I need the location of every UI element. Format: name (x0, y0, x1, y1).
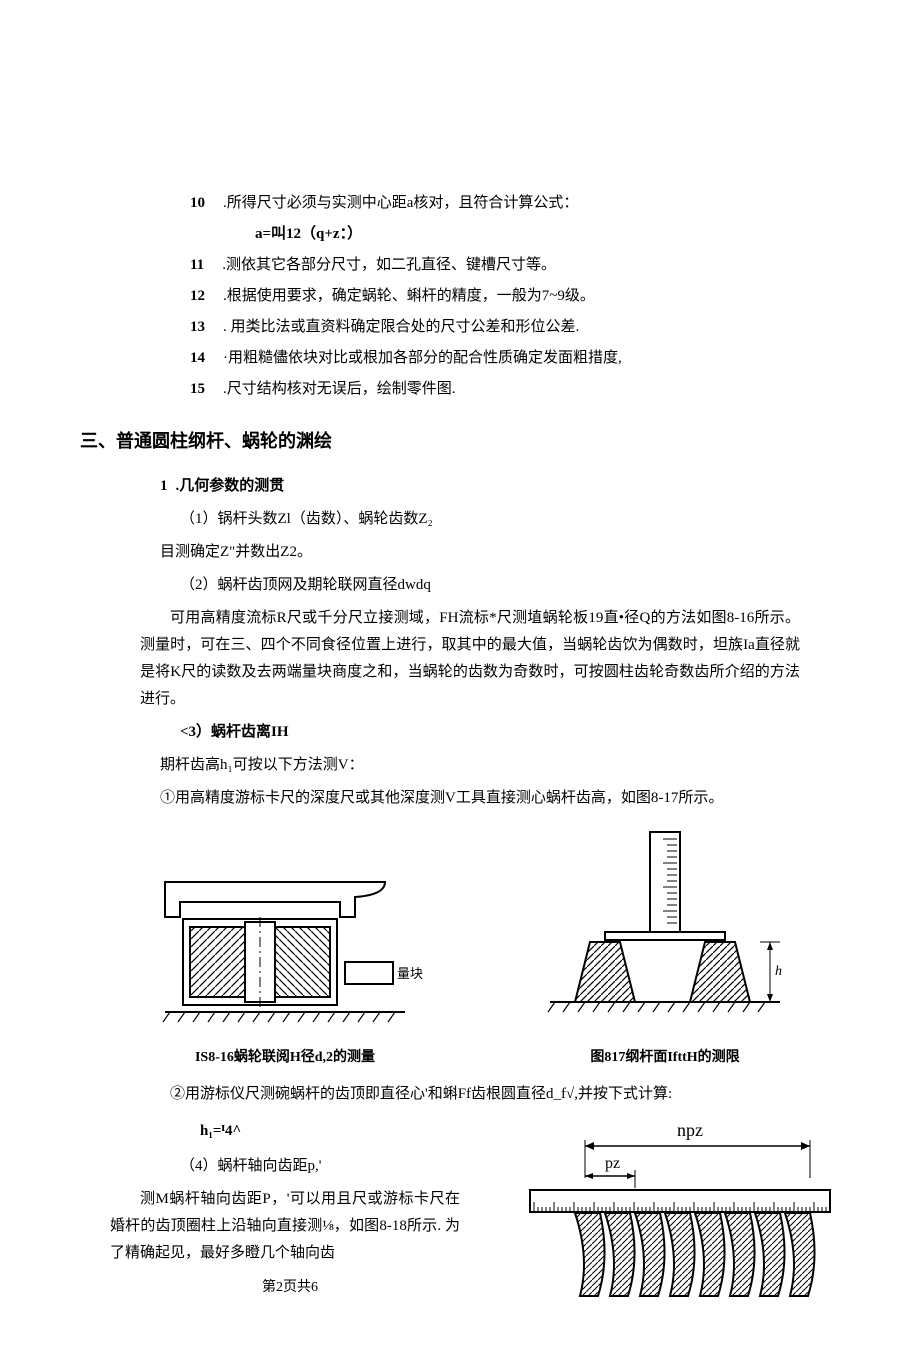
fig-8-17-svg: h (545, 827, 785, 1027)
formula-a: a=叫12（q+z：） (255, 221, 840, 248)
item-text: .所得尺寸必须与实测中心距a核对，且符合计算公式： (223, 195, 578, 211)
gauge-block-label: 量块 (397, 966, 423, 981)
list-item-13: 13 . 用类比法或直资料确定限合处的尺寸公差和形位公差. (190, 314, 840, 341)
fig-8-17-caption: 图817纲杆面IfttH的测限 (545, 1045, 785, 1070)
bottom-section: h₁=ᴵ4^ （4）蜗杆轴向齿距p,' 测M蜗杆轴向齿距P，'可以用且尺或游标卡… (80, 1118, 840, 1308)
list-item-15: 15 .尺寸结构核对无误后，绘制零件图. (190, 376, 840, 403)
list-item-10: 10 .所得尺寸必须与实测中心距a核对，且符合计算公式： (190, 190, 840, 217)
sub-1: 1 .几何参数的测贯 (160, 473, 840, 500)
figure-8-17: h 图817纲杆面IfttH的测限 (545, 827, 785, 1070)
list-item-11: 11 .测依其它各部分尺寸，如二孔直径、键槽尺寸等。 (190, 252, 840, 279)
item-text: . 用类比法或直资料确定限合处的尺寸公差和形位公差. (223, 319, 579, 335)
sub-num: 1 (160, 478, 168, 494)
para-3: ①用高精度游标卡尺的深度尺或其他深度测V工具直接测心蜗杆齿高，如图8-17所示。 (160, 785, 840, 812)
item-text: .尺寸结构核对无误后，绘制零件图. (223, 381, 456, 397)
item-num: 12 (190, 288, 205, 304)
fig-8-16-svg: 量块 (135, 867, 435, 1027)
figure-8-18: npz pz (520, 1118, 840, 1308)
item-num: 15 (190, 381, 205, 397)
page-footer: 第2页共6 (80, 1275, 500, 1300)
list-item-14: 14 ·用粗糙儘依块对比或根加各部分的配合性质确定发面粗措度, (190, 345, 840, 372)
sub-1-1: （1）锅杆头数Zl（齿数）、蜗轮齿数Z₂ (180, 506, 840, 533)
bottom-left-text: h₁=ᴵ4^ （4）蜗杆轴向齿距p,' 测M蜗杆轴向齿距P，'可以用且尺或游标卡… (80, 1118, 520, 1308)
sub-1-3-text: <3）蜗杆齿离IH (180, 724, 289, 740)
npz-label: npz (677, 1120, 703, 1140)
para-1: 可用高精度流标R尺或千分尺立接测域，FH流标*尺测埴蜗轮板19直•径Q的方法如图… (140, 605, 800, 713)
section3-title: 三、普通圆柱纲杆、蜗轮的渊绘 (80, 425, 840, 457)
sub-1-2-text: （2）蜗杆齿顶网及期轮联网直径dwdq (180, 577, 431, 593)
item-text: .根据使用要求，确定蜗轮、蝌杆的精度，一般为7~9级。 (223, 288, 595, 304)
list-item-12: 12 .根据使用要求，确定蜗轮、蝌杆的精度，一般为7~9级。 (190, 283, 840, 310)
item-num: 10 (190, 195, 205, 211)
figure-8-16: 量块 IS8-16蜗轮联阅H径d,2的测量 (135, 867, 435, 1070)
para-5: 测M蜗杆轴向齿距P，'可以用且尺或游标卡尺在婚杆的齿顶圈柱上沿轴向直接测⅛，如图… (110, 1186, 460, 1267)
dim-h-label: h (775, 964, 782, 979)
fig-8-16-caption: IS8-16蜗轮联阅H径d,2的测量 (135, 1045, 435, 1070)
item-num: 11 (190, 257, 204, 273)
para-4: ②用游标仪尺测碗蜗杆的齿顶即直径心'和蝌Ff齿根圆直径d_f√,并按下式计算: (140, 1081, 800, 1108)
pz-label: pz (605, 1155, 620, 1172)
item-num: 14 (190, 350, 205, 366)
sub-1-2: （2）蜗杆齿顶网及期轮联网直径dwdq (180, 572, 840, 599)
figures-row: 量块 IS8-16蜗轮联阅H径d,2的测量 (80, 827, 840, 1070)
sub-text: .几何参数的测贯 (176, 478, 285, 494)
sub-1-1-body: 目测确定Z"并数出Z2。 (160, 539, 840, 566)
sub-1-4: （4）蜗杆轴向齿距p,' (180, 1153, 500, 1180)
fig-8-18-svg: npz pz (520, 1118, 840, 1298)
item-text: ·用粗糙儘依块对比或根加各部分的配合性质确定发面粗措度, (223, 350, 622, 366)
item-num: 13 (190, 319, 205, 335)
formula-h1: h₁=ᴵ4^ (200, 1118, 500, 1145)
para-2: 期杆齿高h₁可按以下方法测V： (160, 752, 840, 779)
sub-1-3: <3）蜗杆齿离IH (180, 719, 840, 746)
item-text: .测依其它各部分尺寸，如二孔直径、键槽尺寸等。 (222, 257, 556, 273)
